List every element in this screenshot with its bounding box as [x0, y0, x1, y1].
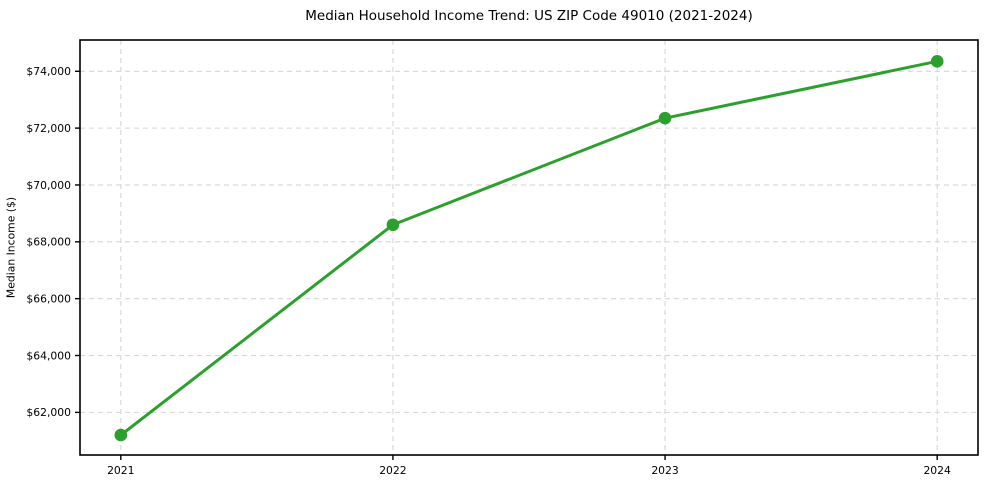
y-tick-label: $68,000 [26, 236, 71, 249]
data-point-marker [386, 218, 400, 232]
plot-border [79, 39, 979, 456]
x-tick-label: 2024 [923, 464, 951, 477]
data-point-marker [114, 428, 128, 442]
data-point-marker [930, 55, 944, 68]
y-tick-label: $66,000 [26, 292, 71, 305]
plot-background [80, 40, 978, 455]
y-tick-label: $62,000 [26, 406, 71, 419]
x-tick-label: 2022 [379, 464, 406, 477]
x-tick-label: 2023 [651, 464, 678, 477]
y-tick-label: $70,000 [26, 179, 71, 192]
trend-line [119, 59, 939, 437]
data-point-marker [658, 111, 672, 125]
y-tick-label: $74,000 [26, 65, 71, 78]
chart-title: Median Household Income Trend: US ZIP Co… [305, 8, 753, 24]
x-tick-label: 2021 [107, 464, 134, 477]
y-tick-label: $72,000 [26, 122, 71, 135]
y-tick-label: $64,000 [26, 349, 71, 362]
